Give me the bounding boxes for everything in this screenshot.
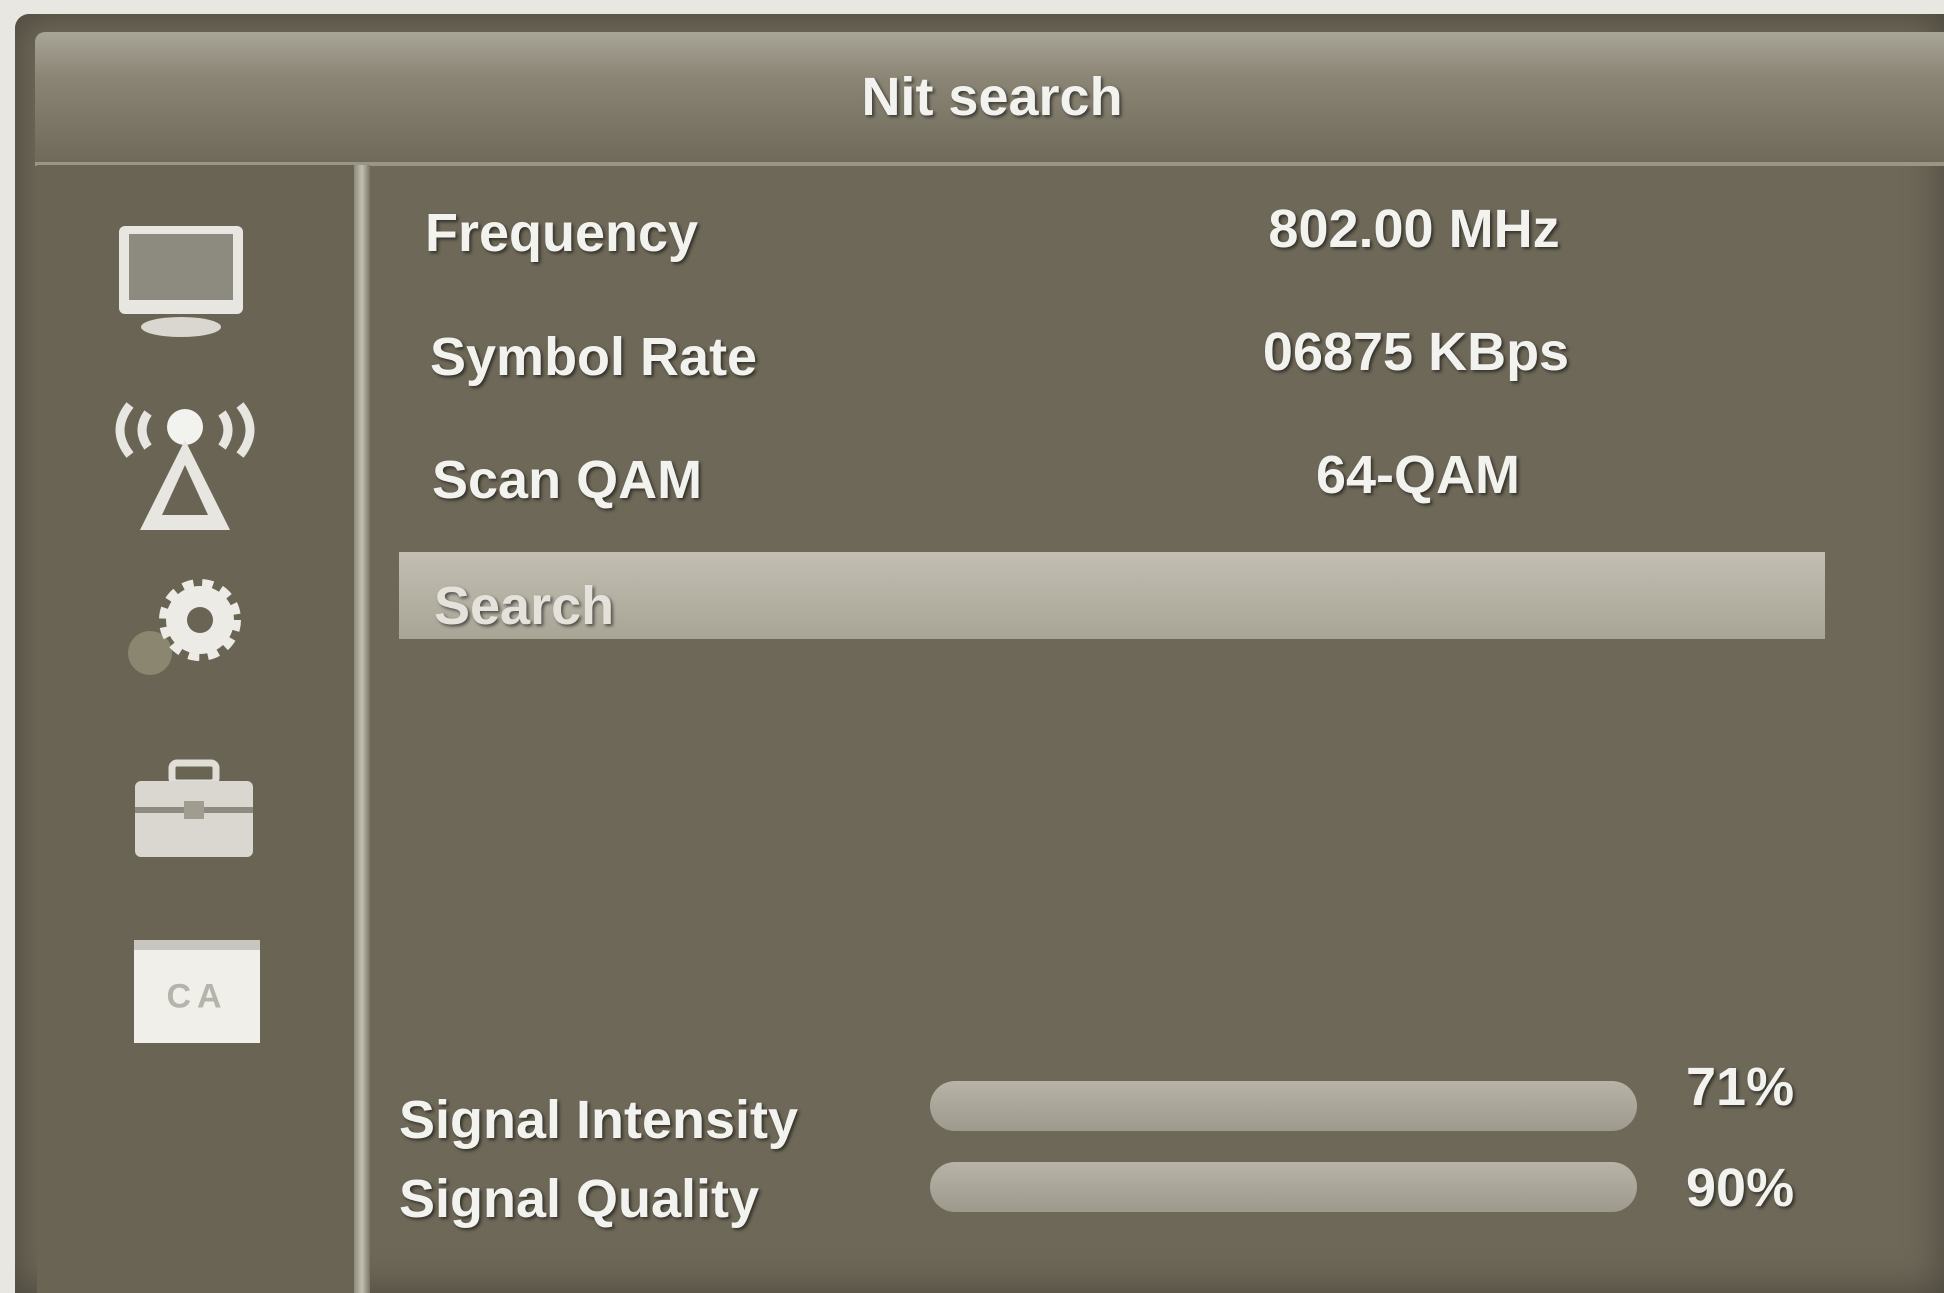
setting-value[interactable]: 64-QAM	[1316, 444, 1520, 506]
tv-icon[interactable]	[115, 222, 250, 342]
signal-label: Signal Intensity	[399, 1089, 798, 1151]
screen: Nit search CA Frequency 802.00 MHz Symbo…	[0, 0, 1944, 1293]
ca-label: CA	[166, 978, 227, 1017]
setting-value[interactable]: 802.00 MHz	[1268, 198, 1559, 260]
signal-label: Signal Quality	[399, 1168, 759, 1230]
search-label[interactable]: Search	[434, 575, 614, 637]
signal-bar	[930, 1081, 1637, 1131]
antenna-icon[interactable]	[100, 385, 270, 535]
toolbox-icon[interactable]	[130, 755, 260, 865]
title: Nit search	[861, 66, 1122, 128]
setting-label[interactable]: Frequency	[425, 202, 698, 264]
divider	[354, 165, 370, 1293]
setting-label[interactable]: Scan QAM	[432, 449, 702, 511]
settings-icon[interactable]	[120, 575, 260, 685]
signal-value: 71%	[1686, 1056, 1794, 1118]
setting-value[interactable]: 06875 KBps	[1263, 321, 1569, 383]
signal-bar	[930, 1162, 1637, 1212]
signal-value: 90%	[1686, 1157, 1794, 1219]
setting-label[interactable]: Symbol Rate	[430, 326, 757, 388]
